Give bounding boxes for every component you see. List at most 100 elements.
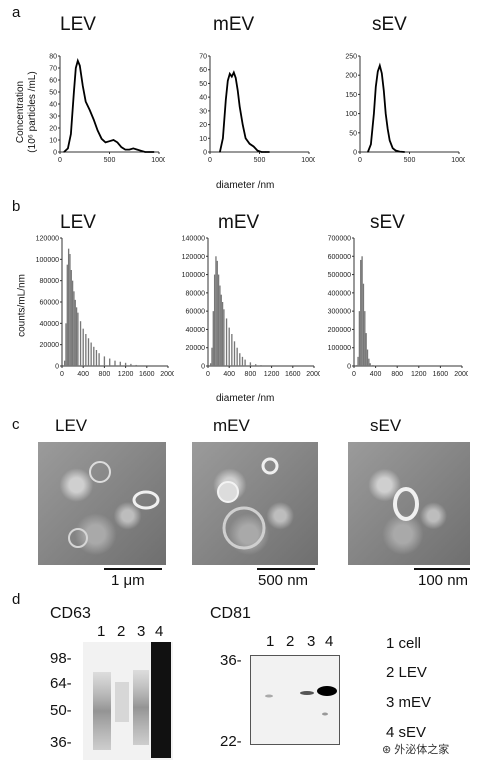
x-tick-label: 400 bbox=[370, 371, 382, 378]
y-tick-label: 40000 bbox=[186, 327, 206, 334]
y-tick-label: 30 bbox=[199, 108, 207, 115]
histogram-bar bbox=[211, 347, 213, 366]
histogram-bar bbox=[358, 311, 361, 366]
data-point bbox=[108, 140, 111, 142]
data-point bbox=[399, 151, 401, 153]
cd81-lane-2: 2 bbox=[286, 633, 295, 650]
panel-d-letter: d bbox=[12, 591, 21, 608]
panel-a-title-mev: mEV bbox=[213, 14, 255, 35]
data-point bbox=[260, 151, 263, 153]
histogram-bar bbox=[364, 311, 366, 366]
data-point bbox=[219, 151, 221, 153]
data-point bbox=[233, 71, 235, 74]
data-point bbox=[383, 89, 385, 92]
data-point bbox=[112, 139, 115, 141]
panel-b-title-mev: mEV bbox=[218, 212, 260, 233]
histogram-bar bbox=[236, 347, 238, 366]
histogram-bar bbox=[215, 256, 217, 366]
y-tick-label: 30 bbox=[49, 114, 57, 121]
y-tick-label: 0 bbox=[353, 150, 357, 157]
chart-b-mev: 0 20000 40000 60000 80000 100000 120000 140000 0… bbox=[182, 236, 320, 379]
data-point bbox=[140, 150, 142, 152]
histogram-bar bbox=[244, 359, 246, 366]
y-tick-label: 60 bbox=[49, 78, 57, 85]
data-point bbox=[144, 151, 146, 153]
histogram-bar bbox=[260, 365, 262, 366]
y-tick-label: 20000 bbox=[186, 345, 206, 352]
histogram-bar bbox=[368, 358, 370, 366]
panel-c-letter: c bbox=[12, 416, 20, 433]
y-tick-label: 70 bbox=[199, 54, 207, 61]
data-point bbox=[85, 101, 87, 103]
em-mev-vesicles bbox=[217, 457, 279, 550]
cd63-marker-36: 36- bbox=[50, 734, 72, 751]
histogram-bar bbox=[77, 312, 79, 366]
x-tick-label: 1600 bbox=[139, 371, 155, 378]
data-point bbox=[235, 77, 237, 79]
data-point bbox=[373, 113, 375, 115]
histogram-bar bbox=[357, 356, 359, 366]
panel-a-title-lev: LEV bbox=[60, 14, 96, 35]
y-tick-label: 200 bbox=[345, 73, 357, 80]
histogram-bar bbox=[220, 294, 222, 366]
data-point bbox=[89, 109, 91, 111]
data-point bbox=[116, 141, 119, 143]
histogram-bar bbox=[93, 346, 95, 366]
em-lev-vesicles bbox=[68, 461, 160, 548]
scale-label-lev: 1 μm bbox=[111, 572, 145, 589]
histogram-bar bbox=[124, 362, 127, 366]
em-image-lev bbox=[38, 442, 166, 565]
data-point bbox=[63, 151, 65, 153]
panel-c-title-mev: mEV bbox=[213, 416, 250, 435]
cd63-marker-98: 98- bbox=[50, 650, 72, 667]
data-point bbox=[225, 99, 227, 101]
y-tick-label: 40 bbox=[199, 95, 207, 102]
chart-a-lev: 0 10 20 30 40 50 60 70 80 0 500 1000 bbox=[49, 54, 165, 165]
data-point bbox=[379, 65, 381, 67]
histogram-bar bbox=[85, 334, 87, 366]
histogram-bar bbox=[221, 302, 224, 366]
cd63-lane-4: 4 bbox=[155, 623, 164, 640]
scale-label-mev: 500 nm bbox=[258, 572, 309, 589]
data-point bbox=[377, 70, 379, 72]
cd81-lane-4: 4 bbox=[325, 633, 334, 650]
x-tick-label: 2000 bbox=[160, 371, 174, 378]
em-image-mev bbox=[192, 442, 318, 565]
data-point bbox=[370, 143, 372, 145]
x-tick-label: 1200 bbox=[118, 371, 134, 378]
histogram-bar bbox=[223, 309, 225, 366]
cd81-blot bbox=[250, 655, 340, 745]
histogram-bar bbox=[73, 291, 75, 366]
legend-sev: 4 sEV bbox=[386, 724, 427, 741]
x-tick-label: 1200 bbox=[411, 371, 427, 378]
y-tick-label: 80000 bbox=[40, 278, 60, 285]
histogram-bar bbox=[366, 349, 369, 366]
data-point bbox=[79, 65, 81, 67]
y-tick-label: 700000 bbox=[328, 236, 351, 243]
legend-lev: 2 LEV bbox=[386, 664, 427, 681]
histogram-bar bbox=[135, 364, 137, 366]
cd63-blot-bands bbox=[93, 642, 171, 758]
series-line bbox=[63, 58, 154, 153]
histogram-bar bbox=[372, 365, 374, 366]
scale-bar-mev bbox=[257, 568, 315, 570]
scale-label-sev: 100 nm bbox=[418, 572, 469, 589]
histogram-bar bbox=[90, 342, 92, 366]
panel-a-xlabel: diameter /nm bbox=[216, 180, 275, 191]
histogram-bar bbox=[67, 248, 70, 366]
y-tick-label: 20000 bbox=[40, 342, 60, 349]
histogram-bar bbox=[361, 256, 363, 366]
data-point bbox=[100, 138, 103, 140]
y-tick-label: 400000 bbox=[328, 290, 351, 297]
data-point bbox=[367, 151, 369, 153]
data-point bbox=[82, 85, 84, 87]
histogram-bar bbox=[119, 361, 121, 366]
data-point bbox=[403, 151, 406, 153]
data-point bbox=[375, 86, 377, 88]
y-tick-label: 40000 bbox=[40, 321, 60, 328]
y-tick-label: 40 bbox=[49, 102, 57, 109]
histogram-bar bbox=[79, 321, 82, 366]
series-line bbox=[219, 70, 270, 153]
data-point bbox=[153, 151, 155, 153]
cd81-label: CD81 bbox=[210, 605, 251, 622]
